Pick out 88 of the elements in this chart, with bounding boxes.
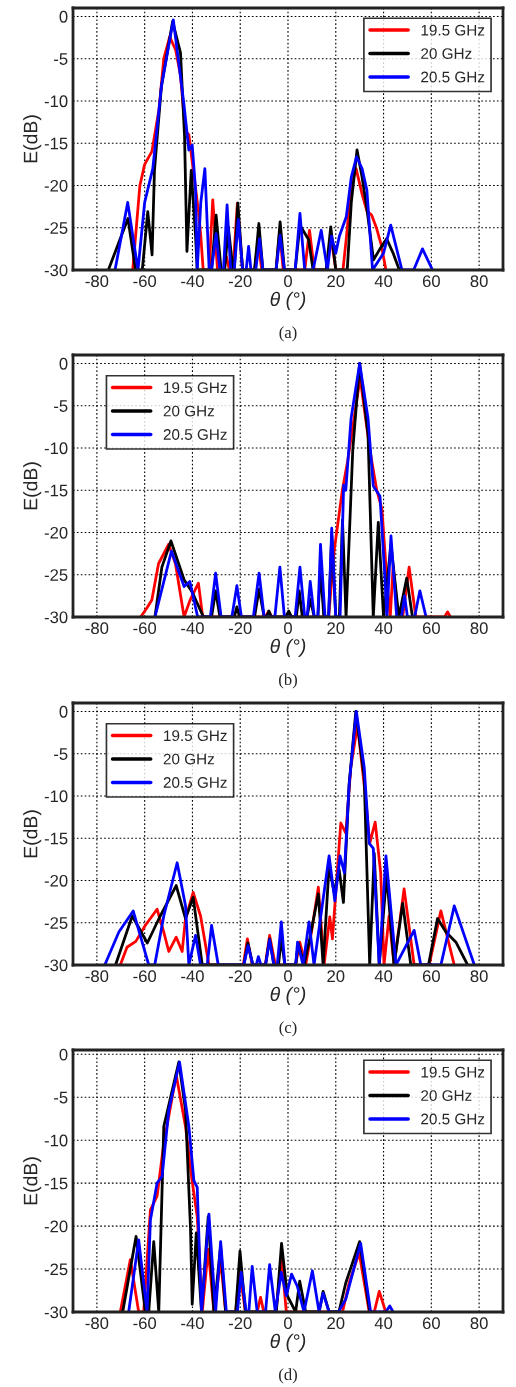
y-axis-title: E(dB) — [23, 462, 42, 510]
x-tick-label: 0 — [284, 970, 292, 983]
y-tick-label: -30 — [44, 959, 68, 972]
x-tick-label: 40 — [374, 1317, 393, 1330]
y-tick-label: -5 — [54, 400, 68, 412]
legend-label: 19.5 GHz — [421, 1066, 485, 1078]
x-tick-label: -80 — [85, 622, 109, 635]
x-tick-label: -20 — [228, 275, 252, 288]
y-tick-label: -20 — [44, 1220, 68, 1233]
y-tick-label: -10 — [44, 1134, 68, 1147]
x-tick-label: -40 — [181, 622, 204, 635]
x-tick-label: -20 — [228, 622, 252, 635]
x-tick-label: -20 — [228, 1317, 252, 1330]
legend-label: 20 GHz — [163, 753, 214, 765]
y-tick-label: -15 — [44, 1177, 68, 1190]
legend-label: 20.5 GHz — [163, 777, 227, 788]
y-axis-title: E(dB) — [23, 115, 42, 163]
x-tick-label: 20 — [327, 970, 345, 983]
legend-label: 20 GHz — [421, 1090, 472, 1101]
y-tick-label: -10 — [44, 790, 68, 803]
y-tick-label: -30 — [44, 1306, 68, 1319]
y-tick-label: -5 — [54, 748, 68, 760]
x-tick-label: -40 — [181, 970, 204, 983]
y-tick-label: -20 — [44, 179, 68, 192]
y-tick-label: -30 — [44, 264, 68, 277]
x-tick-label: 80 — [470, 275, 488, 288]
legend-label: 20 GHz — [163, 405, 214, 417]
y-tick-label: -15 — [44, 832, 68, 845]
text: (b) — [279, 673, 297, 689]
x-tick-label: 0 — [284, 1317, 292, 1330]
x-tick-label: -60 — [133, 275, 157, 288]
y-axis-title: E(dB) — [23, 810, 42, 858]
legend-label: 20.5 GHz — [421, 1113, 485, 1125]
text: (a) — [279, 326, 297, 342]
legend-label: 19.5 GHz — [164, 730, 227, 742]
x-tick-label: 40 — [374, 622, 393, 635]
x-tick-label: -40 — [181, 1317, 204, 1330]
y-tick-label: -5 — [54, 1091, 68, 1104]
y-tick-label: -30 — [44, 611, 68, 624]
y-tick-label: 0 — [59, 10, 68, 23]
y-tick-label: -25 — [44, 569, 68, 581]
y-tick-label: -15 — [44, 137, 68, 150]
y-tick-label: -25 — [44, 222, 68, 234]
y-axis-title: E(dB) — [23, 1157, 42, 1205]
x-tick-label: 60 — [422, 622, 440, 635]
x-tick-label: -80 — [85, 970, 109, 983]
legend-label: 20 GHz — [421, 48, 472, 59]
y-tick-label: -20 — [44, 526, 68, 539]
x-tick-label: 40 — [374, 275, 393, 288]
y-tick-label: -10 — [44, 442, 68, 455]
y-tick-label: -25 — [44, 1263, 68, 1276]
x-tick-label: -60 — [133, 970, 157, 983]
text: (d) — [279, 1368, 297, 1384]
x-tick-label: 0 — [284, 622, 292, 635]
y-tick-label: -10 — [44, 95, 68, 108]
y-tick-label: 0 — [59, 357, 68, 370]
x-tick-label: 60 — [422, 970, 440, 983]
x-tick-label: 20 — [327, 1317, 345, 1330]
legend-label: 20.5 GHz — [421, 71, 485, 83]
y-tick-label: -5 — [54, 53, 68, 65]
x-tick-label: -40 — [181, 275, 204, 288]
y-tick-label: 0 — [59, 1048, 68, 1061]
y-tick-label: -15 — [44, 484, 68, 497]
legend-label: 19.5 GHz — [164, 382, 227, 394]
x-tick-label: -80 — [85, 1317, 109, 1330]
x-tick-label: 40 — [374, 970, 393, 983]
y-tick-label: 0 — [59, 705, 68, 718]
x-tick-label: 20 — [327, 275, 345, 288]
y-tick-label: -25 — [44, 917, 68, 929]
x-tick-label: 0 — [284, 275, 292, 288]
x-axis-title: θ (°) — [270, 986, 306, 1005]
x-tick-label: 80 — [470, 1317, 488, 1330]
x-axis-title: θ (°) — [270, 638, 306, 657]
x-axis-title: θ (°) — [270, 291, 306, 310]
x-tick-label: 20 — [327, 622, 345, 635]
legend-label: 19.5 GHz — [421, 24, 485, 36]
x-tick-label: 60 — [422, 1317, 440, 1330]
x-tick-label: -60 — [133, 622, 157, 635]
x-tick-label: -60 — [133, 1317, 157, 1330]
text: (c) — [279, 1021, 297, 1037]
legend-label: 20.5 GHz — [163, 429, 227, 440]
x-tick-label: 80 — [470, 622, 488, 635]
x-tick-label: -20 — [228, 970, 252, 983]
x-axis-title: θ (°) — [270, 1333, 306, 1352]
x-tick-label: 60 — [422, 275, 440, 288]
x-tick-label: -80 — [85, 275, 109, 288]
y-tick-label: -20 — [44, 874, 68, 887]
x-tick-label: 80 — [470, 970, 488, 983]
